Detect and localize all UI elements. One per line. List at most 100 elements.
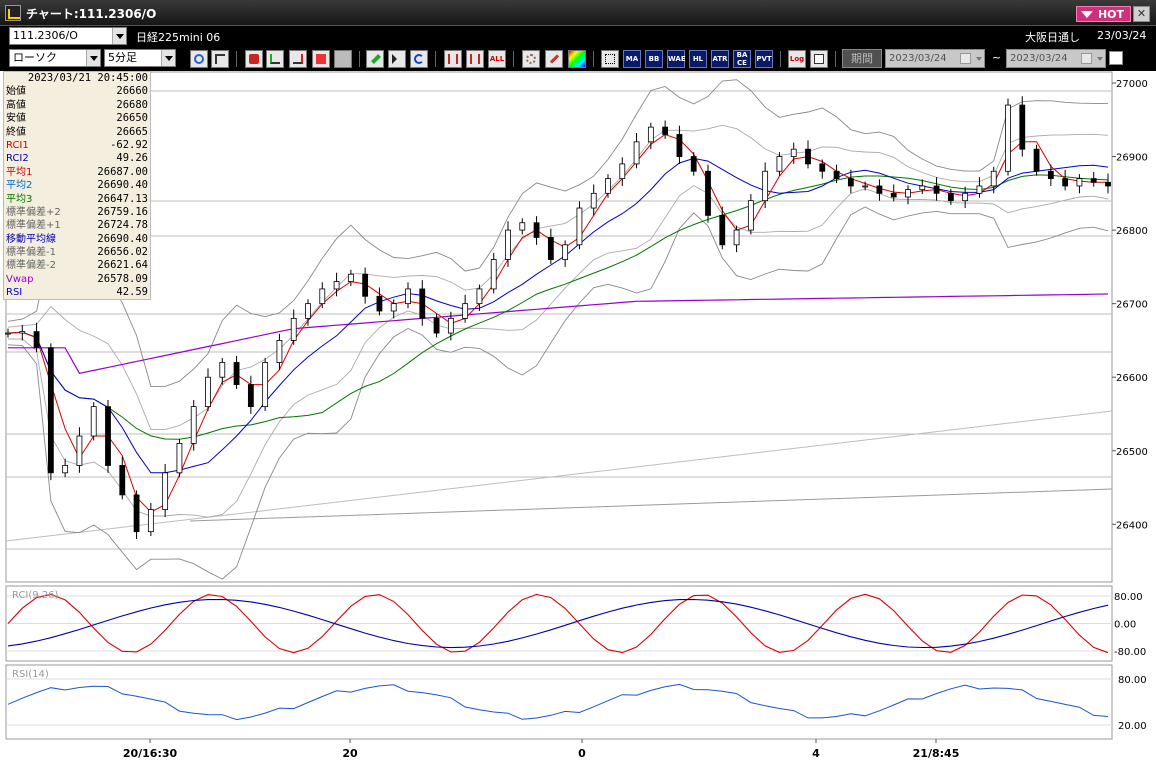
info-value: 26724.78 [97, 219, 148, 232]
info-row: 標準偏差-2 26621.64 [4, 259, 150, 272]
atr-button[interactable]: ATR [711, 50, 729, 68]
price-tick-label: 26500 [1116, 447, 1148, 458]
log-button[interactable]: Log [788, 50, 806, 68]
candle-body [1019, 104, 1026, 150]
candle-body [819, 163, 826, 172]
info-value: 49.26 [116, 152, 148, 165]
cursor-icon[interactable] [388, 50, 406, 68]
candle-body [1005, 104, 1011, 172]
shrink-icon[interactable] [444, 50, 462, 68]
all-button[interactable]: ALL [488, 50, 506, 68]
info-value: 26680 [116, 98, 148, 111]
hl-button[interactable]: HL [689, 50, 707, 68]
end-date-picker[interactable]: 2023/03/24 [1006, 49, 1106, 68]
pvt-button[interactable]: PVT [755, 50, 773, 68]
candle-body [405, 288, 411, 305]
candle-body [447, 317, 454, 334]
info-value: 26650 [116, 112, 148, 125]
crosshair-icon[interactable] [211, 50, 229, 68]
candle-body [1076, 178, 1083, 187]
bb-lower1-line [8, 185, 1109, 518]
bace-button[interactable]: BA CE [733, 50, 751, 68]
color-palette-icon[interactable] [568, 50, 586, 68]
candle-body [305, 303, 311, 319]
export-icon[interactable] [810, 50, 828, 68]
info-label: RCI2 [6, 153, 29, 165]
candle-body [862, 185, 869, 188]
info-label: 終値 [6, 126, 26, 138]
calendar-icon[interactable] [1081, 53, 1092, 64]
candle-body [919, 185, 926, 191]
time-tick-label: 21/8:45 [913, 747, 960, 760]
hot-button[interactable]: HOT [1076, 6, 1131, 22]
candle-body [747, 200, 754, 231]
info-value: 26660 [116, 85, 148, 98]
info-row: RCI2 49.26 [4, 152, 150, 165]
candle-body [133, 494, 140, 533]
close-button[interactable]: ✕ [1133, 6, 1150, 22]
candle-body [590, 192, 597, 209]
rsi-panel [5, 664, 1113, 740]
ohlc-info-panel: 2023/03/21 20:45:00 始値 26660 高値 26680 安値 2665… [3, 71, 151, 300]
trend-line [189, 488, 1113, 522]
candle-body [376, 295, 383, 312]
chevron-down-icon[interactable] [161, 50, 175, 66]
undo-icon[interactable] [410, 50, 428, 68]
ma1-line [7, 133, 1108, 513]
interval-select[interactable]: 5分足 [104, 49, 176, 67]
info-row: 平均1 26687.00 [4, 166, 150, 179]
info-label: Vwap [6, 273, 34, 285]
candle-body [890, 192, 897, 198]
grid-icon[interactable] [601, 50, 619, 68]
bb-button[interactable]: BB [645, 50, 663, 68]
time-tick-label: 4 [812, 747, 820, 760]
calendar-icon[interactable] [960, 53, 971, 64]
candle-body [76, 435, 83, 466]
candle-body [647, 126, 654, 143]
chart-type-select[interactable]: ローソク [9, 49, 101, 67]
candle-body [933, 185, 940, 194]
compare-icon[interactable] [312, 50, 330, 68]
candle-body [90, 406, 97, 437]
price-tick-label: 26400 [1116, 520, 1148, 531]
bb-upper2-line [7, 79, 1108, 387]
rsi-panel-label: RSI(14) [12, 669, 49, 680]
price-tick-label: 26700 [1116, 300, 1148, 311]
candle-body [1033, 148, 1040, 172]
chevron-down-icon[interactable] [86, 50, 100, 66]
bar-chart-icon[interactable] [266, 50, 284, 68]
candle-body [176, 442, 183, 474]
download-icon[interactable] [245, 50, 263, 68]
chart-canvas[interactable]: 27000 26900 26800 26700 26600 26500 26400 80.00… [0, 71, 1156, 760]
pen-icon[interactable] [366, 50, 384, 68]
info-row: 移動平均線 26690.40 [4, 233, 150, 246]
candle-body [662, 126, 669, 135]
wrench-icon[interactable] [545, 50, 563, 68]
window-titlebar: チャート:111.2306/O HOT ✕ [0, 0, 1156, 26]
candle-body [62, 465, 69, 474]
start-date-picker[interactable]: 2023/03/24 [885, 49, 985, 68]
candle-body [19, 331, 26, 334]
price-chart-icon[interactable] [289, 50, 307, 68]
symbol-bar: 111.2306/O 日経225mini 06 大阪日通し 23/03/24 [0, 26, 1156, 46]
price-tick-label: 26900 [1116, 153, 1148, 164]
period-button[interactable]: 期間 [842, 49, 882, 68]
zoom-icon[interactable] [190, 50, 208, 68]
chevron-down-icon[interactable] [1097, 57, 1103, 61]
candle-body [533, 222, 540, 238]
candle-body [276, 340, 283, 363]
candle-body [619, 163, 626, 180]
chart-area[interactable]: 27000 26900 26800 26700 26600 26500 26400 80.00… [0, 71, 1156, 760]
settings-icon[interactable] [522, 50, 540, 68]
info-value: 26687.00 [97, 165, 148, 178]
expand-icon[interactable] [466, 50, 484, 68]
chevron-down-icon[interactable] [976, 57, 982, 61]
candle-body [833, 170, 840, 180]
date-range-checkbox[interactable] [1109, 51, 1123, 65]
wae-button[interactable]: WAE [667, 50, 686, 68]
chevron-down-icon[interactable] [112, 28, 126, 44]
rci-tick-label: -80.00 [1114, 647, 1146, 658]
ma-button[interactable]: MA [623, 50, 641, 68]
symbol-select[interactable]: 111.2306/O [9, 27, 127, 45]
candle-body [319, 288, 326, 305]
